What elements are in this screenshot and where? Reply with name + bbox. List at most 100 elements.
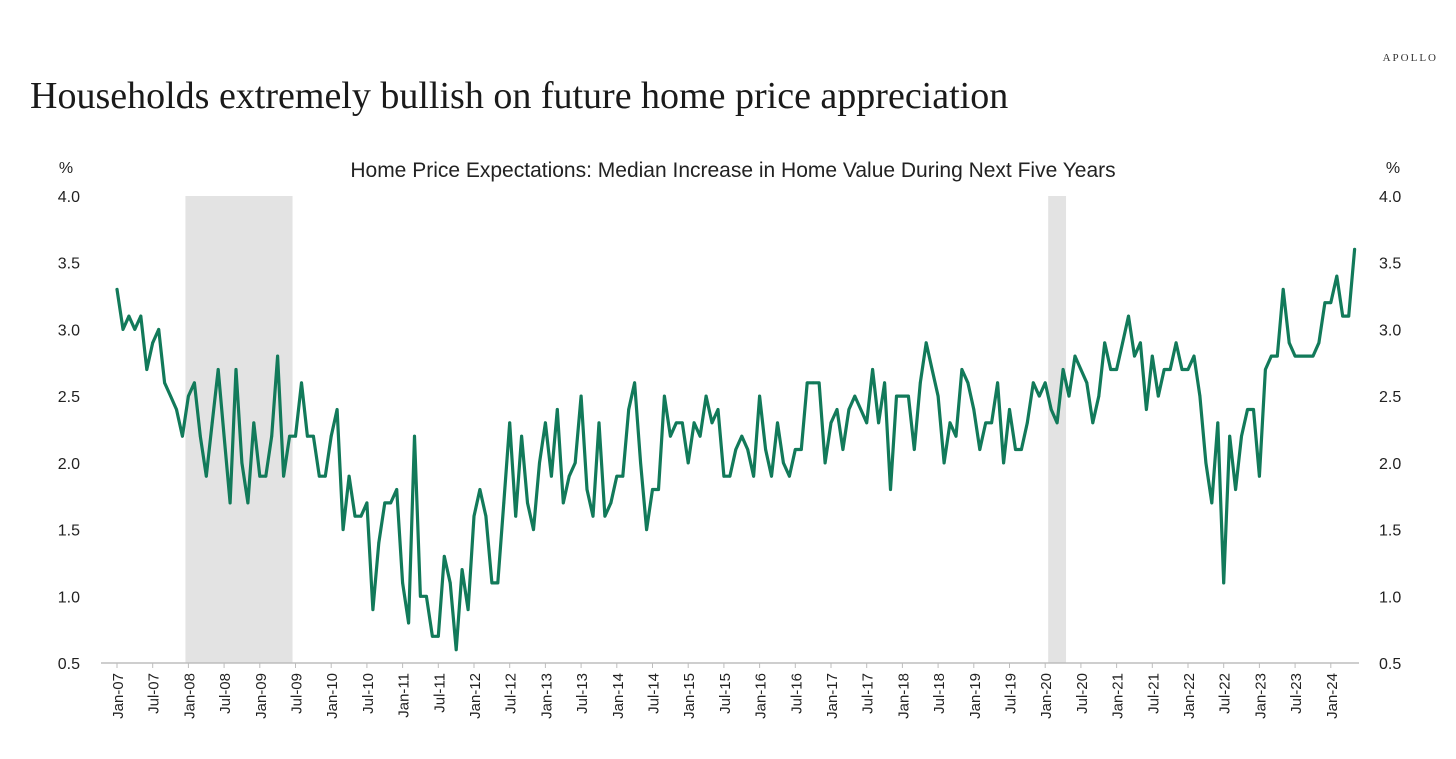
data-point [567,474,571,478]
data-point [425,594,428,598]
x-tick-label: Jan-23 [1252,673,1269,719]
x-tick-label: Jul-21 [1145,673,1162,714]
x-tick-label: Jul-22 [1217,673,1234,714]
data-point [1252,408,1255,411]
data-point [419,594,422,598]
data-point [1317,341,1321,345]
data-point [1043,381,1047,385]
data-point [764,448,767,451]
x-tick-label: Jul-08 [217,673,234,714]
recession-band-2 [1048,196,1067,663]
data-point [770,474,773,478]
data-point [1353,248,1356,251]
data-point [181,434,184,438]
x-tick-label: Jul-13 [574,673,591,714]
data-point [1156,394,1160,398]
data-point [359,514,363,518]
y-axis-ticks: 0.5 0.5 1.0 1.0 1.5 1.5 2.0 2.0 2.5 2.5 3.0 3.0 3.5 3… [58,189,1402,673]
data-point [1329,301,1333,305]
page-title: Households extremely bullish on future h… [30,75,1009,117]
data-point [436,634,440,638]
data-point [526,501,529,505]
data-point [550,474,553,478]
data-point [294,434,297,438]
data-point [151,341,155,345]
data-point [978,448,982,451]
data-point [1145,408,1148,411]
data-point [1073,354,1077,358]
data-point [752,474,755,478]
data-point [817,381,821,385]
data-point [793,448,797,451]
data-point [288,434,291,438]
data-point [692,421,696,425]
x-tick-label: Jul-07 [146,673,163,714]
data-point [454,648,458,652]
data-point [335,408,339,411]
data-point [811,381,815,385]
data-point [1061,368,1065,371]
data-point [317,474,321,478]
data-point [823,461,827,465]
x-tick-label: Jul-18 [931,673,948,714]
data-point [306,434,309,438]
data-point [829,421,833,425]
data-point [555,408,559,411]
data-point [442,554,446,558]
x-tick-label: Jan-22 [1181,673,1198,719]
data-point [990,421,993,425]
data-point [538,461,541,465]
data-point [1031,381,1035,385]
data-point [1091,421,1095,425]
x-tick-label: Jan-20 [1038,673,1055,719]
data-point [698,434,702,438]
data-point [1139,341,1142,345]
data-point [323,474,327,478]
y-axis-right-label: % [1386,160,1400,177]
y-tick-right: 0.5 [1379,656,1401,673]
data-point [401,581,404,585]
x-tick-label: Jan-07 [110,673,127,719]
data-point [1341,314,1345,318]
data-point [115,288,119,291]
data-point [1097,394,1101,398]
data-point [496,581,500,585]
data-point [996,381,999,385]
data-point [1025,421,1029,425]
data-point [163,381,167,385]
data-point [680,421,684,425]
data-point [431,634,434,638]
data-point [877,421,880,425]
data-point [1240,434,1243,438]
data-point [1269,354,1273,358]
data-point [1204,461,1208,465]
data-point [1299,354,1303,358]
data-point [502,501,506,505]
data-point [1067,394,1071,398]
data-point [1228,434,1232,438]
chart-title: Home Price Expectations: Median Increase… [350,159,1115,182]
data-point [889,488,892,491]
x-tick-label: Jan-21 [1110,673,1127,719]
data-point [312,434,315,438]
data-point [1180,368,1184,371]
data-point [520,434,523,438]
y-tick-right: 1.5 [1379,523,1401,540]
y-tick-left: 0.5 [58,656,80,673]
y-tick-left: 4.0 [58,189,80,206]
y-tick-right: 1.0 [1379,589,1401,606]
data-point [645,528,648,531]
data-point [1055,421,1059,425]
data-point [1311,354,1315,358]
x-tick-label: Jan-11 [396,673,413,718]
data-point [686,461,690,465]
data-point [353,514,357,518]
data-point [371,608,375,611]
data-point [1198,394,1202,398]
data-point [657,488,660,491]
data-point [139,314,143,318]
data-point [758,394,761,398]
data-point [912,448,916,451]
data-point [788,474,791,478]
